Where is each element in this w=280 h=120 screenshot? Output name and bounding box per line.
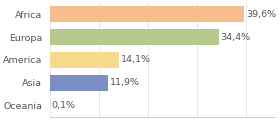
Bar: [50, 52, 119, 68]
Text: 11,9%: 11,9%: [110, 78, 140, 87]
Bar: [50, 75, 108, 91]
Bar: [50, 29, 218, 45]
Text: 14,1%: 14,1%: [121, 55, 151, 64]
Bar: [50, 6, 244, 22]
Text: 39,6%: 39,6%: [246, 10, 276, 19]
Text: 0,1%: 0,1%: [51, 101, 75, 110]
Text: 34,4%: 34,4%: [220, 33, 251, 42]
